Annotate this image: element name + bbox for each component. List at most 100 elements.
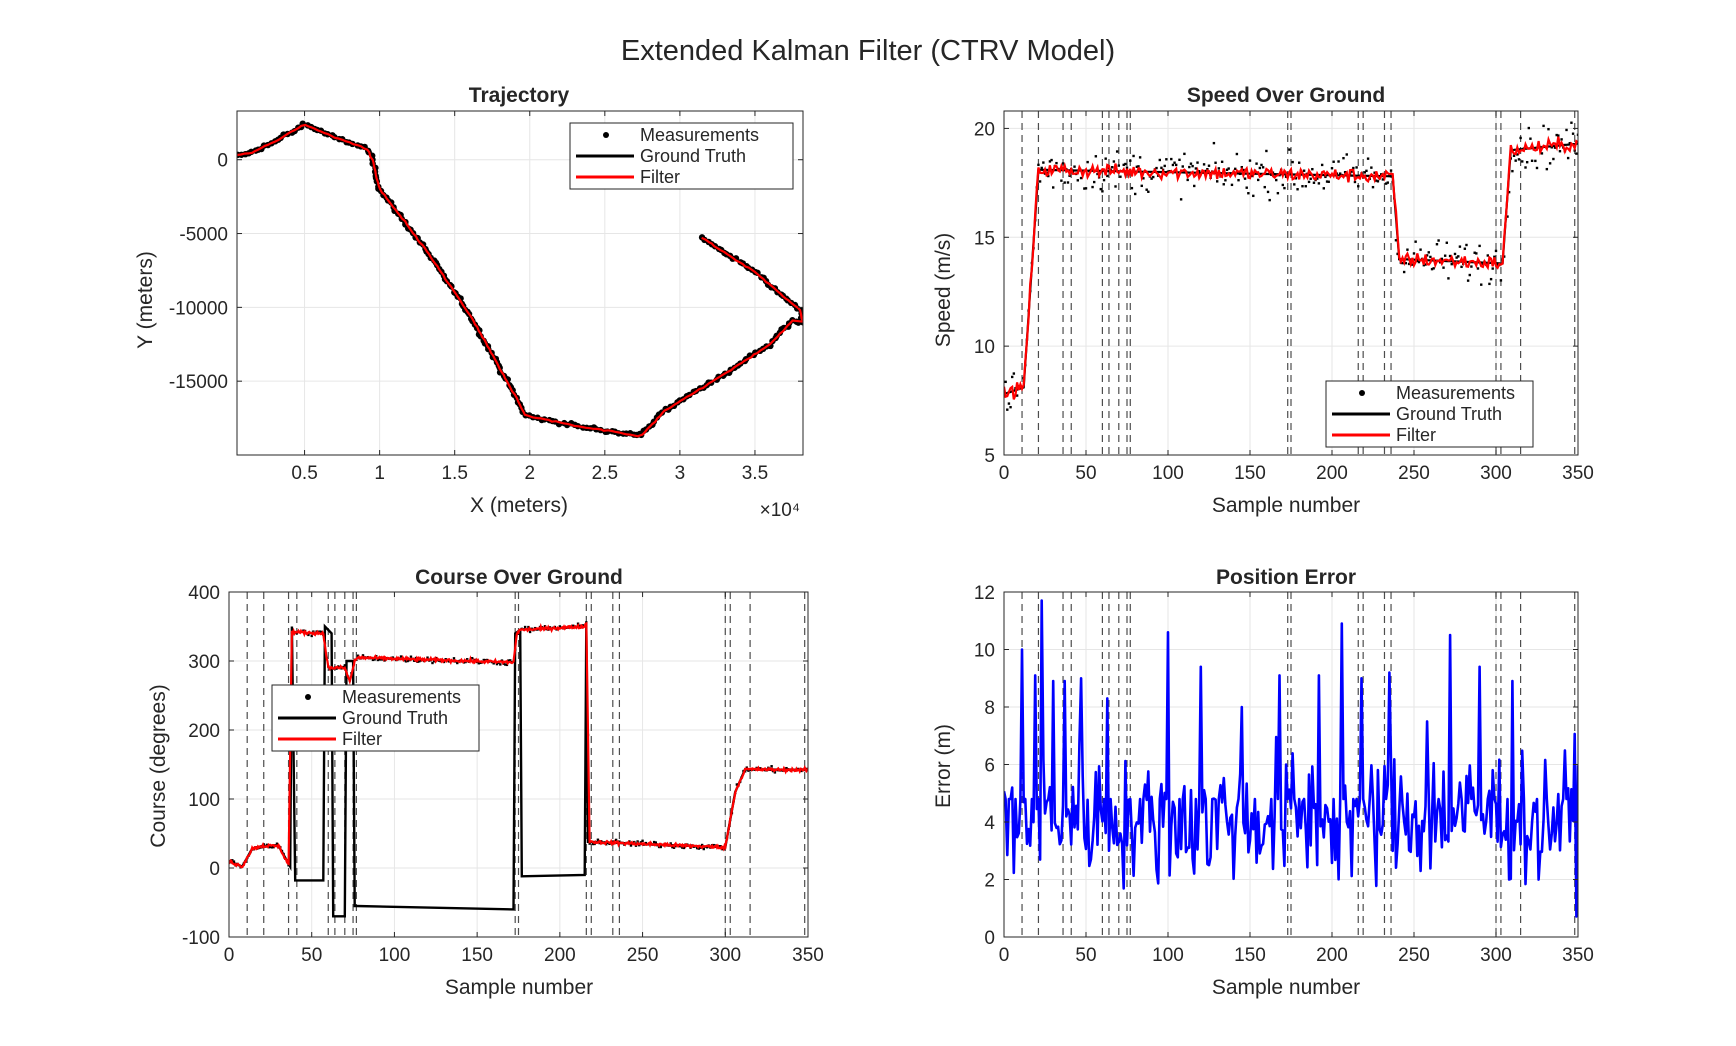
speed-measurement-point: [1470, 265, 1473, 268]
speed-measurement-point: [1134, 192, 1137, 196]
course-measurement-point: [418, 660, 421, 663]
course-measurement-point: [654, 841, 658, 844]
course-legend-label: Measurements: [342, 687, 461, 707]
course-measurement-point: [505, 663, 509, 667]
course-measurement-point: [747, 769, 750, 772]
speed-measurement-point: [1050, 158, 1053, 162]
course-measurement-point: [466, 658, 469, 661]
trajectory-x-tick-label: 3: [675, 463, 686, 484]
course-measurement-point: [383, 659, 386, 662]
course-measurement-point: [444, 658, 447, 661]
course-measurement-point: [588, 842, 591, 845]
course-measurement-point: [697, 847, 701, 850]
speed-measurement-point: [1534, 159, 1537, 163]
speed-measurement-point: [1355, 166, 1358, 169]
course-x-tick-label: 0: [224, 945, 235, 966]
speed-measurement-point: [1307, 180, 1311, 184]
speed-measurement-point: [1343, 170, 1347, 174]
speed-measurement-point: [1186, 178, 1189, 182]
speed-measurement-point: [1155, 166, 1158, 170]
speed-measurement-point: [1227, 167, 1230, 170]
speed-measurement-point: [1547, 127, 1550, 131]
speed-measurement-point: [1565, 128, 1568, 132]
course-measurement-point: [343, 664, 346, 667]
trajectory-y-tick-label: -10000: [169, 298, 228, 319]
error-series-line: [1004, 599, 1578, 918]
speed-measurement-point: [1178, 158, 1181, 162]
course-x-tick-label: 300: [709, 945, 741, 966]
course-measurement-point: [456, 661, 459, 665]
speed-measurement-point: [1125, 166, 1129, 169]
speed-measurement-point: [1122, 163, 1125, 167]
course-measurement-point: [275, 842, 279, 845]
course-measurement-point: [629, 844, 633, 847]
course-measurement-point: [379, 658, 383, 661]
speed-measurement-point: [1476, 267, 1480, 270]
course-measurement-point: [720, 847, 724, 851]
speed-measurement-point: [1302, 169, 1306, 172]
course-measurement-point: [639, 841, 643, 844]
speed-measurement-point: [1516, 153, 1519, 156]
course-y-tick-label: 400: [188, 583, 220, 604]
speed-measurement-point: [1009, 405, 1012, 409]
speed-measurement-point: [1052, 186, 1055, 189]
speed-measurement-point: [1568, 142, 1571, 145]
speed-measurement-point: [1480, 283, 1483, 286]
speed-y-tick-label: 20: [974, 119, 995, 140]
speed-measurement-point: [1357, 185, 1360, 188]
speed-measurement-point: [1386, 181, 1389, 184]
speed-measurement-point: [1263, 185, 1266, 189]
trajectory-xlabel: X (meters): [470, 494, 568, 517]
course-measurement-point: [636, 840, 639, 843]
course-series-group: [229, 621, 808, 918]
speed-measurement-point: [1261, 166, 1265, 169]
speed-measurement-point: [1119, 175, 1122, 178]
speed-measurement-point: [1425, 254, 1429, 257]
speed-measurement-point: [1552, 157, 1555, 161]
trajectory-x-exponent: ×10⁴: [760, 500, 800, 521]
speed-measurement-point: [1130, 186, 1134, 190]
speed-measurement-point: [1322, 187, 1325, 190]
speed-measurement-point: [1376, 180, 1380, 183]
course-measurement-point: [310, 634, 313, 638]
speed-measurement-point: [1173, 161, 1176, 164]
speed-measurement-point: [1440, 257, 1444, 261]
speed-measurement-point: [1175, 163, 1178, 167]
speed-measurement-point: [1429, 255, 1432, 259]
course-x-tick-label: 50: [301, 945, 322, 966]
speed-legend-label: Filter: [1396, 425, 1436, 445]
speed-measurement-point: [1258, 166, 1262, 170]
speed-measurement-point: [1316, 177, 1319, 180]
speed-measurement-point: [1252, 194, 1255, 198]
course-measurement-point: [270, 846, 274, 849]
trajectory-ylabel: Y (meters): [134, 251, 157, 349]
speed-measurement-point: [1170, 157, 1173, 161]
speed-measurement-point: [1375, 179, 1378, 182]
speed-measurement-point: [1234, 167, 1237, 171]
speed-measurement-point: [1304, 185, 1307, 188]
speed-measurement-point: [1473, 251, 1476, 254]
speed-measurement-point: [1225, 168, 1229, 171]
course-measurement-point: [492, 662, 495, 665]
speed-measurement-point: [1048, 160, 1052, 163]
course-measurement-point: [578, 624, 581, 628]
speed-measurement-point: [1448, 254, 1452, 258]
speed-measurement-point: [1147, 190, 1150, 193]
course-measurement-point: [378, 658, 381, 661]
speed-measurement-point: [1460, 265, 1463, 269]
speed-measurement-point: [1560, 138, 1563, 141]
speed-x-tick-label: 150: [1234, 463, 1266, 484]
speed-legend-marker-measurements: [1359, 390, 1365, 396]
course-measurement-point: [576, 622, 580, 625]
speed-measurement-point: [1499, 279, 1503, 282]
speed-measurement-point: [1529, 137, 1532, 140]
error-x-tick-label: 300: [1480, 945, 1512, 966]
speed-measurement-point: [1073, 165, 1076, 168]
speed-measurement-point: [1091, 185, 1094, 189]
course-measurement-point: [404, 660, 408, 663]
course-y-tick-label: 200: [188, 721, 220, 742]
speed-measurement-point: [1248, 159, 1252, 162]
course-measurement-point: [477, 662, 480, 665]
speed-measurement-point: [1217, 167, 1221, 170]
